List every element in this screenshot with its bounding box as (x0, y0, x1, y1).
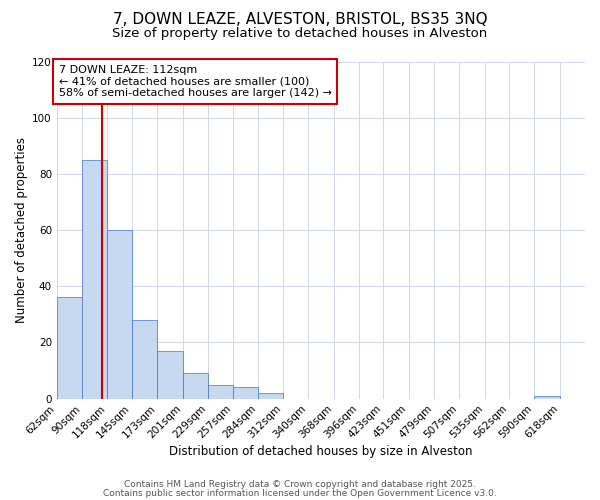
Bar (57, 298, 82, 398)
Bar (107, 230, 132, 398)
Bar (208, 384, 233, 398)
Text: Contains public sector information licensed under the Open Government Licence v3: Contains public sector information licen… (103, 488, 497, 498)
Text: 7, DOWN LEAZE, ALVESTON, BRISTOL, BS35 3NQ: 7, DOWN LEAZE, ALVESTON, BRISTOL, BS35 3… (113, 12, 487, 28)
Bar (157, 351, 182, 399)
X-axis label: Distribution of detached houses by size in Alveston: Distribution of detached houses by size … (169, 444, 473, 458)
Bar (233, 388, 257, 398)
Bar (257, 393, 283, 398)
Text: Size of property relative to detached houses in Alveston: Size of property relative to detached ho… (112, 28, 488, 40)
Bar (82, 160, 107, 398)
Bar (182, 374, 208, 398)
Y-axis label: Number of detached properties: Number of detached properties (15, 137, 28, 323)
Text: Contains HM Land Registry data © Crown copyright and database right 2025.: Contains HM Land Registry data © Crown c… (124, 480, 476, 489)
Bar (535, 396, 560, 398)
Text: 7 DOWN LEAZE: 112sqm
← 41% of detached houses are smaller (100)
58% of semi-deta: 7 DOWN LEAZE: 112sqm ← 41% of detached h… (59, 65, 332, 98)
Bar (132, 320, 157, 398)
